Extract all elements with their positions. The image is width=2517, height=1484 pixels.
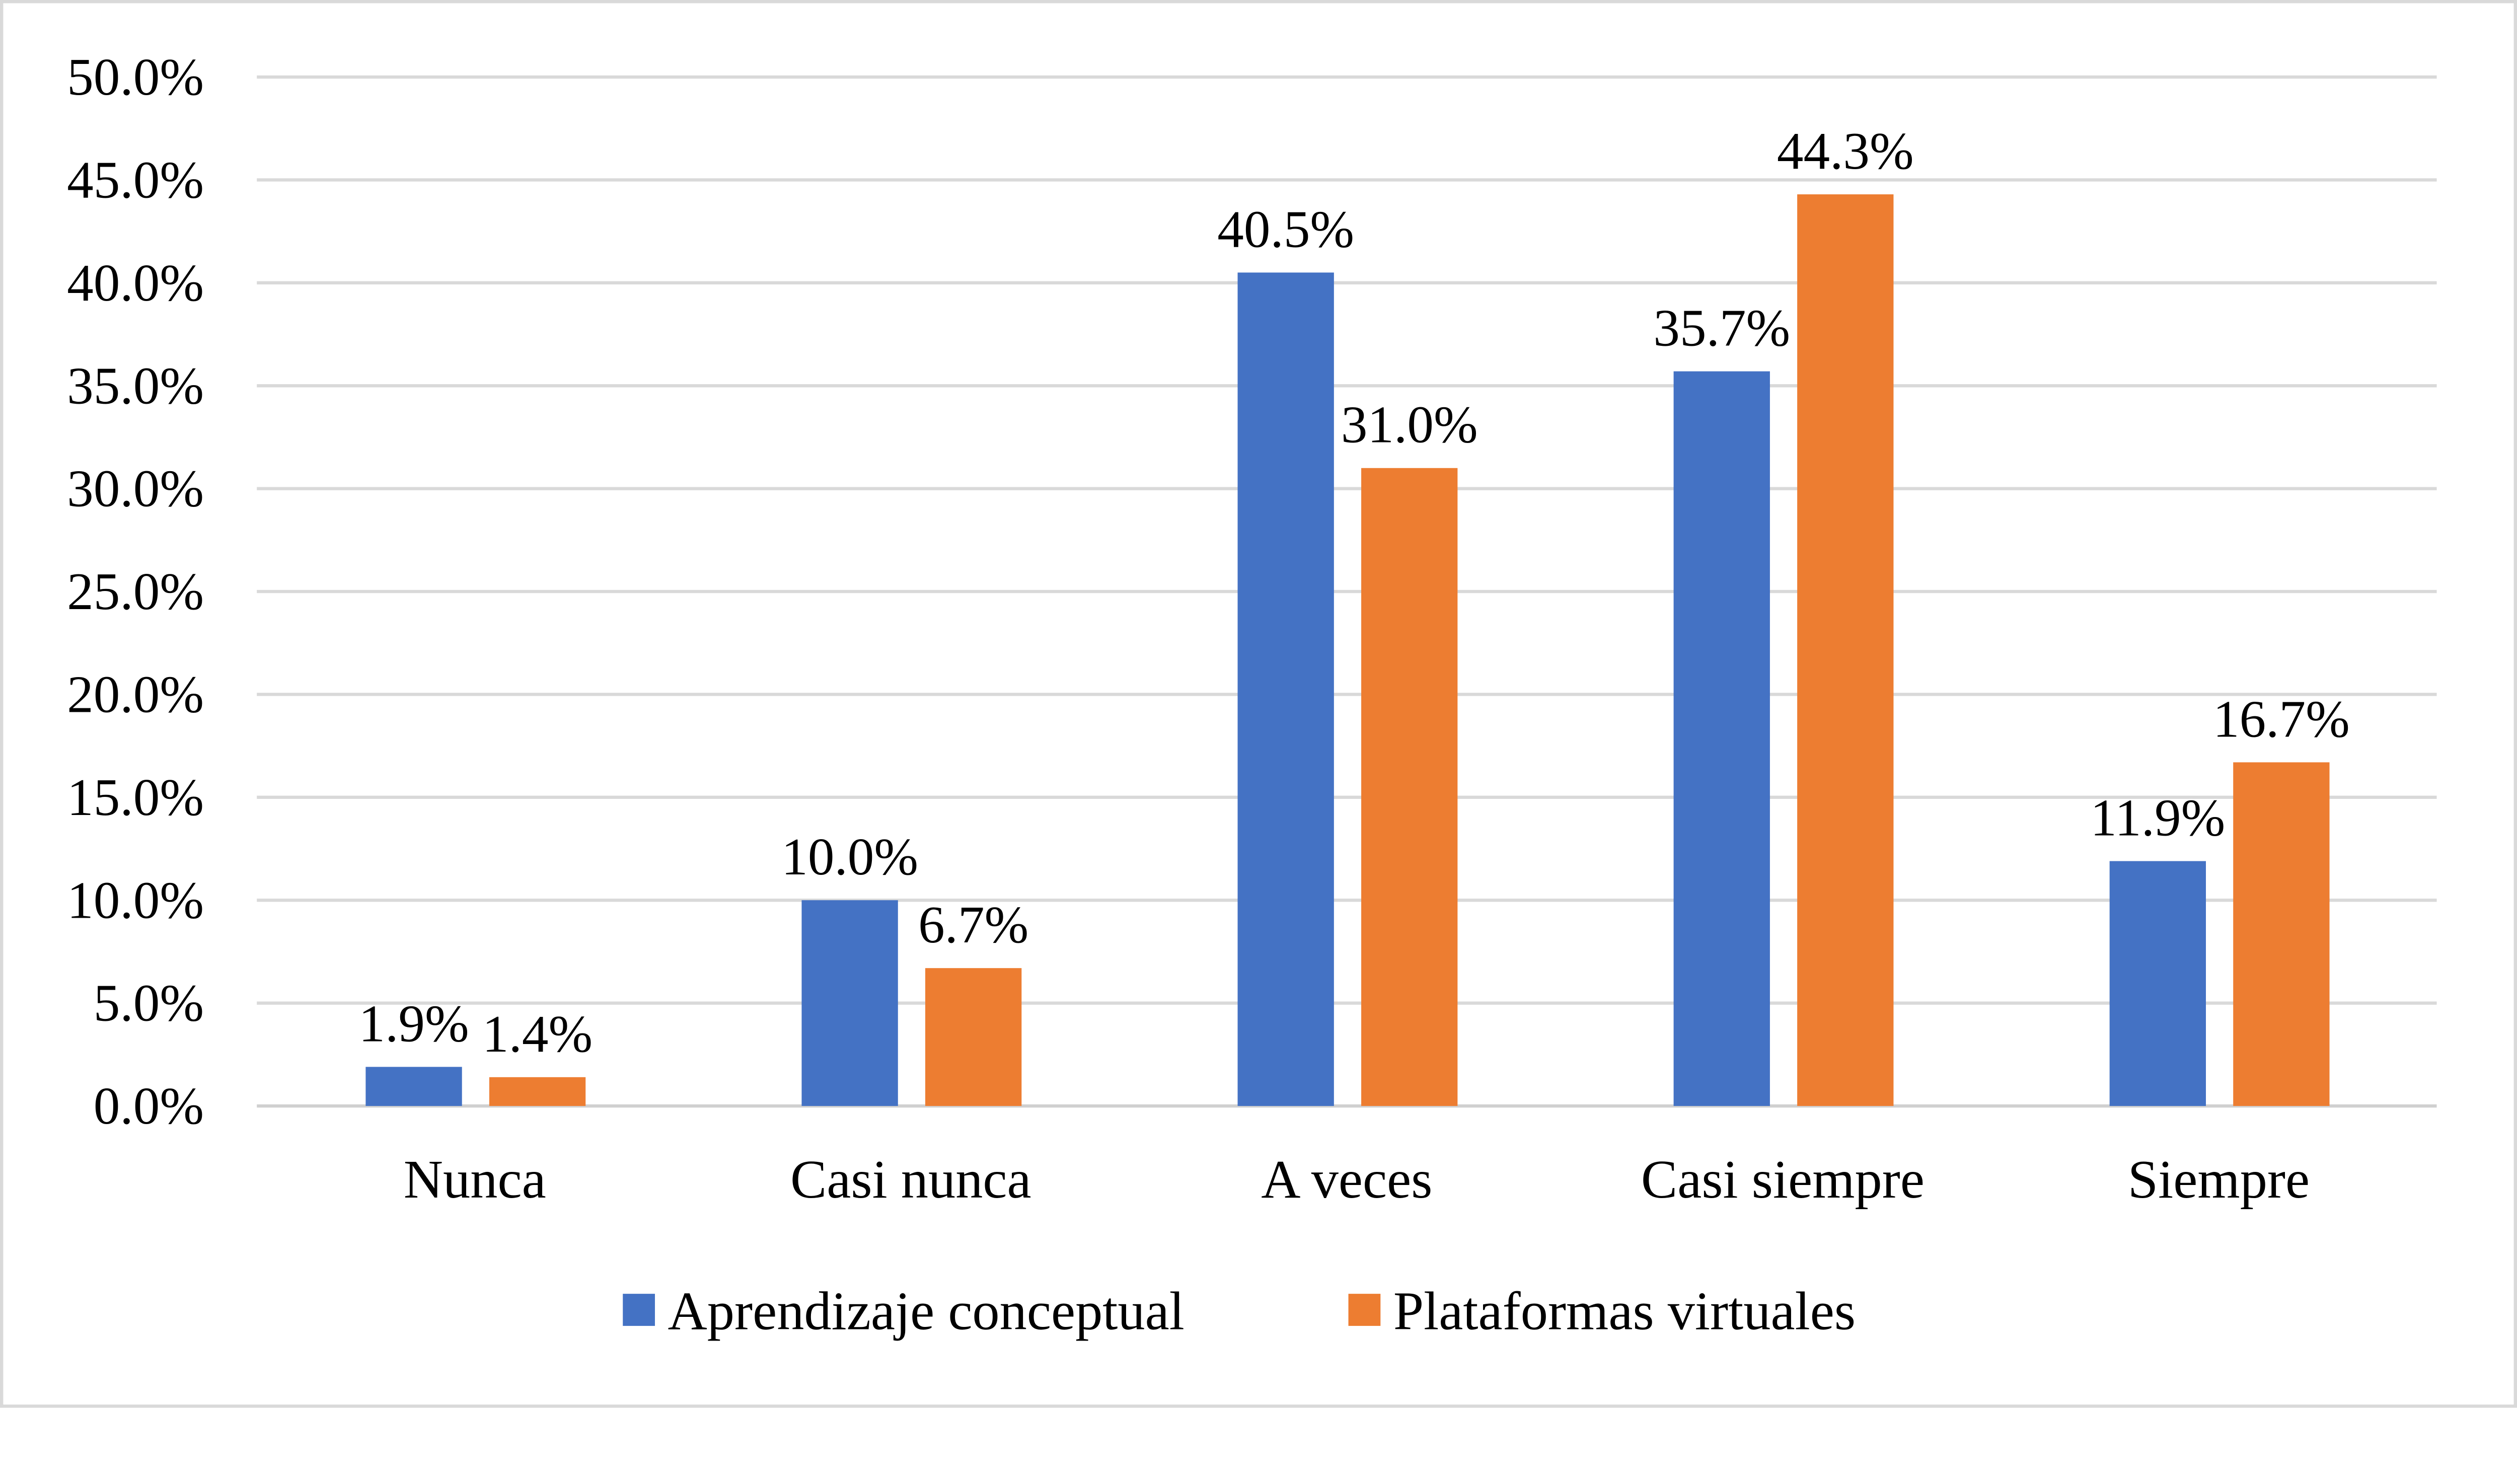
x-tick-label: A veces xyxy=(1261,1149,1432,1210)
legend-label: Plataformas virtuales xyxy=(1393,1281,1856,1341)
data-label: 6.7% xyxy=(918,895,1028,954)
bar-0 xyxy=(801,900,898,1106)
data-labels: 1.9% 1.4% 10.0%6.7% 40.5% 31.0% 35.7% 44.3% 11.… xyxy=(358,121,2349,1063)
y-tick-label: 25.0% xyxy=(67,562,204,621)
data-label: 10.0% xyxy=(781,827,918,886)
x-tick-label: Casi siempre xyxy=(1641,1149,1924,1210)
data-label: 40.5% xyxy=(1217,199,1354,258)
bar-0 xyxy=(1237,272,1334,1106)
y-axis: 0.0% 5.0% 10.0% 15.0% 20.0% 25.0% 30.0% 35.0% 40… xyxy=(67,47,204,1135)
y-tick-label: 20.0% xyxy=(67,665,204,724)
bar-1 xyxy=(2233,762,2330,1106)
x-axis: Nunca Casi nunca A veces Casi siempre Siempr… xyxy=(404,1149,2310,1210)
data-label: 16.7% xyxy=(2213,689,2350,748)
x-tick-label: Casi nunca xyxy=(790,1149,1031,1210)
data-label: 31.0% xyxy=(1341,395,1478,454)
bar-1 xyxy=(1797,194,1894,1106)
grid xyxy=(257,75,2437,1108)
y-tick-label: 30.0% xyxy=(67,459,204,518)
data-label: 44.3% xyxy=(1777,121,1914,180)
y-tick-label: 50.0% xyxy=(67,47,204,106)
y-tick-label: 45.0% xyxy=(67,151,204,209)
bars xyxy=(365,194,2330,1106)
bar-chart: 0.0% 5.0% 10.0% 15.0% 20.0% 25.0% 30.0% 35.0% 40… xyxy=(0,0,2517,1408)
legend-label: Aprendizaje conceptual xyxy=(668,1281,1185,1341)
y-tick-label: 0.0% xyxy=(94,1076,204,1135)
bar-0 xyxy=(365,1067,462,1106)
y-tick-label: 15.0% xyxy=(67,768,204,827)
x-tick-label: Siempre xyxy=(2128,1149,2310,1210)
y-tick-label: 10.0% xyxy=(67,870,204,929)
legend-swatch-1 xyxy=(1348,1294,1381,1326)
data-label: 1.4% xyxy=(482,1004,593,1063)
y-tick-label: 35.0% xyxy=(67,356,204,415)
y-tick-label: 40.0% xyxy=(67,253,204,312)
data-label: 1.9% xyxy=(358,994,469,1053)
x-tick-label: Nunca xyxy=(404,1149,546,1210)
data-label: 11.9% xyxy=(2090,788,2225,847)
bar-1 xyxy=(925,968,1022,1106)
y-tick-label: 5.0% xyxy=(94,974,204,1032)
bar-1 xyxy=(489,1077,586,1106)
legend-swatch-0 xyxy=(623,1294,655,1326)
bar-0 xyxy=(1673,371,1770,1106)
data-label: 35.7% xyxy=(1653,299,1790,357)
bar-1 xyxy=(1361,468,1458,1106)
legend: Aprendizaje conceptual Plataformas virtua… xyxy=(623,1281,1856,1341)
bar-0 xyxy=(2109,861,2206,1106)
